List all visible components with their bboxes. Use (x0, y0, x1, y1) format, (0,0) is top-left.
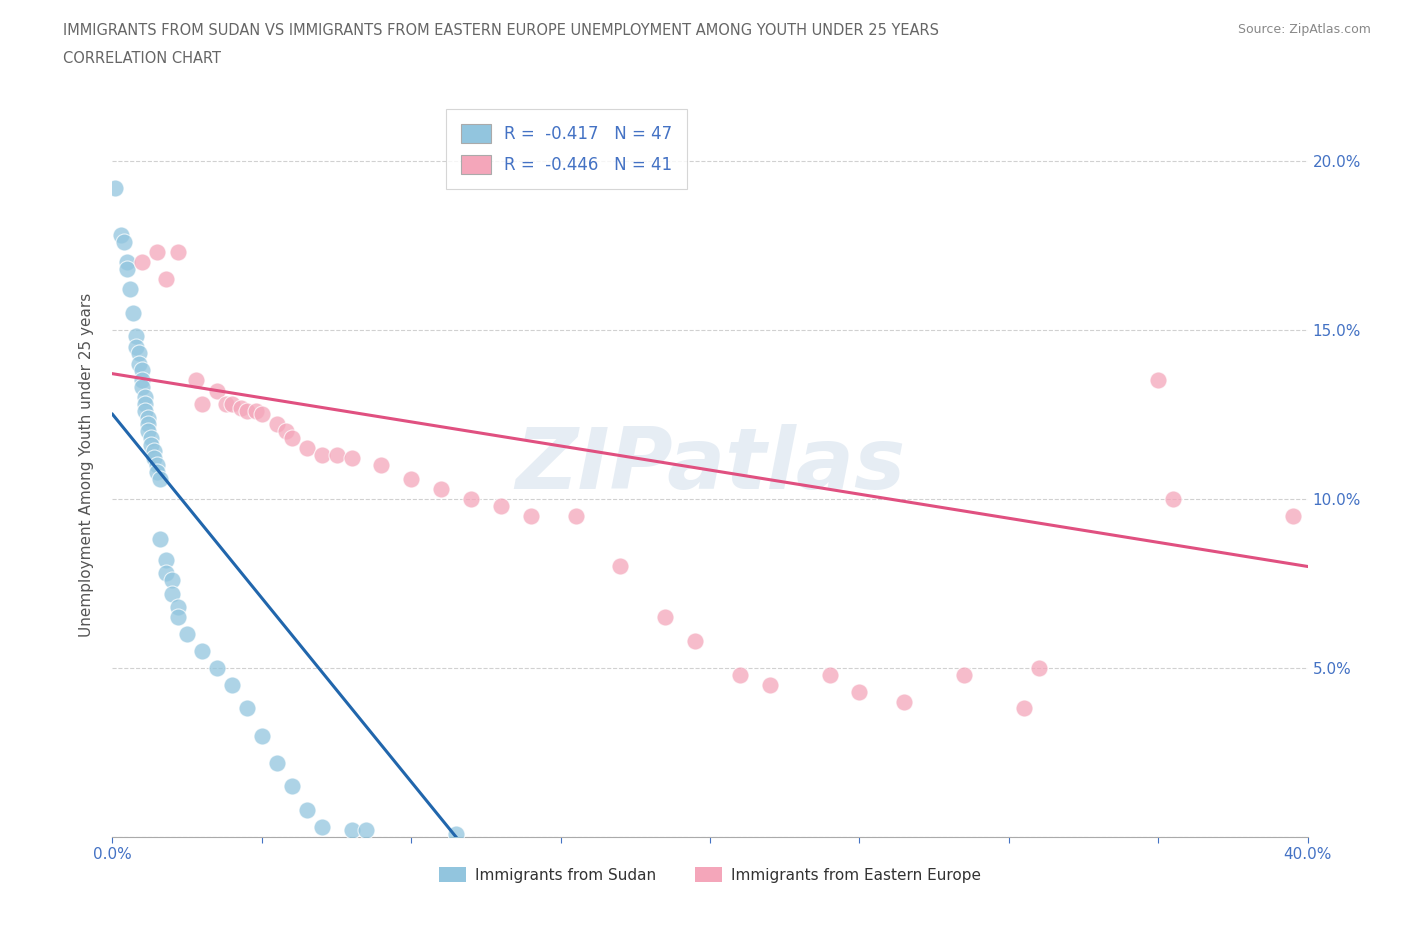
Point (520, 509, 543, 524)
Point (138, 410, 160, 425)
Point (340, 451, 363, 466)
Point (162, 573, 183, 588)
Point (120, 282, 142, 297)
Point (221, 397, 243, 412)
Point (205, 660, 228, 675)
Point (401, 472, 423, 486)
Y-axis label: Unemployment Among Youth under 25 years: Unemployment Among Youth under 25 years (79, 293, 94, 637)
Point (128, 356, 150, 371)
Point (134, 397, 156, 412)
Point (1161, 491, 1184, 506)
Point (122, 305, 145, 320)
Point (125, 329, 148, 344)
Point (356, 823, 378, 838)
Point (460, 491, 482, 506)
Point (759, 677, 782, 692)
Point (162, 586, 183, 601)
Legend: Immigrants from Sudan, Immigrants from Eastern Europe: Immigrants from Sudan, Immigrants from E… (433, 860, 987, 889)
Point (143, 444, 166, 458)
Text: CORRELATION CHART: CORRELATION CHART (63, 51, 221, 66)
Point (266, 755, 288, 770)
Point (131, 255, 153, 270)
Point (893, 695, 915, 710)
Point (250, 406, 273, 421)
Point (370, 458, 392, 472)
Point (117, 261, 139, 276)
Point (131, 373, 153, 388)
Point (134, 390, 156, 405)
Point (236, 701, 259, 716)
Point (155, 565, 177, 580)
Point (155, 272, 177, 286)
Point (149, 532, 172, 547)
Point (1147, 373, 1170, 388)
Point (564, 509, 586, 524)
Point (167, 245, 190, 259)
Text: ZIPatlas: ZIPatlas (515, 423, 905, 507)
Point (295, 803, 318, 817)
Point (117, 255, 139, 270)
Point (125, 339, 148, 354)
Point (1281, 509, 1303, 524)
Point (340, 823, 363, 838)
Point (953, 667, 976, 682)
Point (236, 404, 259, 418)
Text: Source: ZipAtlas.com: Source: ZipAtlas.com (1237, 23, 1371, 36)
Point (186, 373, 208, 388)
Point (191, 644, 214, 658)
Point (1028, 660, 1050, 675)
Point (155, 552, 177, 567)
Point (683, 633, 706, 648)
Point (281, 431, 304, 445)
Point (215, 397, 238, 412)
Point (134, 404, 156, 418)
Point (609, 559, 631, 574)
Point (110, 228, 132, 243)
Point (146, 245, 169, 259)
Point (281, 778, 304, 793)
Point (654, 610, 676, 625)
Point (138, 424, 160, 439)
Point (131, 379, 153, 394)
Point (311, 447, 333, 462)
Point (295, 441, 318, 456)
Point (274, 424, 297, 439)
Point (266, 417, 288, 432)
Point (149, 472, 172, 486)
Point (311, 819, 333, 834)
Point (146, 464, 169, 479)
Text: IMMIGRANTS FROM SUDAN VS IMMIGRANTS FROM EASTERN EUROPE UNEMPLOYMENT AMONG YOUTH: IMMIGRANTS FROM SUDAN VS IMMIGRANTS FROM… (63, 23, 939, 38)
Point (176, 627, 198, 642)
Point (325, 447, 347, 462)
Point (245, 404, 267, 418)
Point (250, 728, 273, 743)
Point (205, 383, 228, 398)
Point (141, 431, 163, 445)
Point (848, 684, 870, 699)
Point (146, 458, 169, 472)
Point (167, 610, 190, 625)
Point (229, 400, 252, 415)
Point (131, 363, 153, 378)
Point (489, 498, 512, 513)
Point (114, 234, 135, 249)
Point (818, 667, 841, 682)
Point (167, 600, 190, 615)
Point (221, 677, 243, 692)
Point (430, 481, 453, 496)
Point (128, 346, 150, 361)
Point (143, 451, 166, 466)
Point (728, 667, 751, 682)
Point (191, 397, 214, 412)
Point (138, 417, 160, 432)
Point (1012, 701, 1035, 716)
Point (104, 180, 127, 195)
Point (141, 437, 163, 452)
Point (444, 826, 467, 841)
